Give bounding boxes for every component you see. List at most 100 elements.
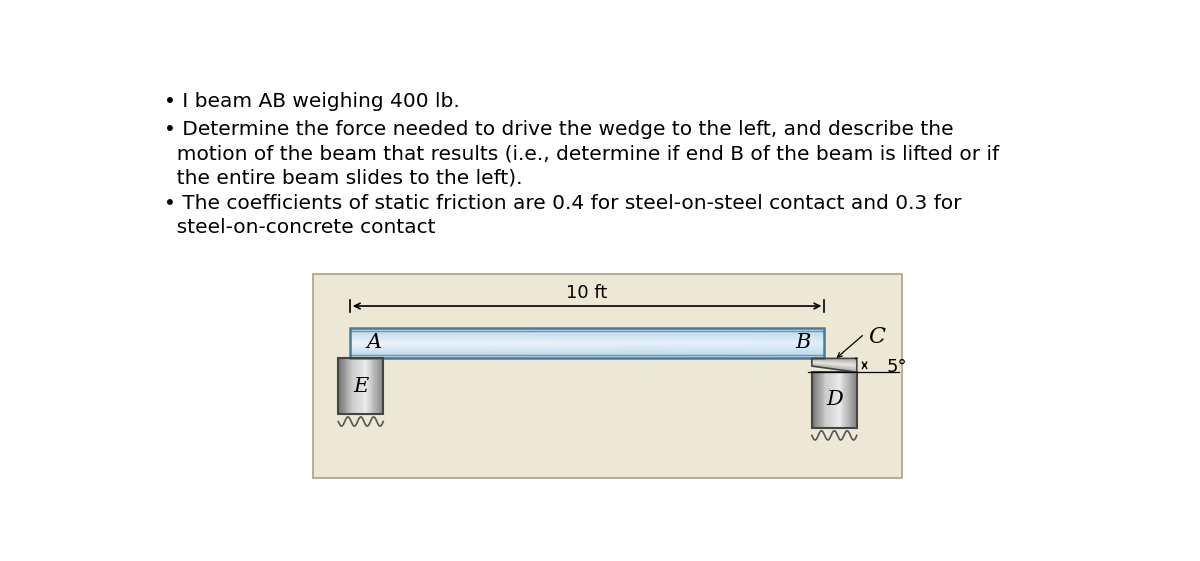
Bar <box>761 328 769 358</box>
Bar <box>690 328 697 358</box>
Text: 5°: 5° <box>887 358 907 376</box>
Bar <box>721 328 730 358</box>
Polygon shape <box>812 359 857 360</box>
Text: the entire beam slides to the left).: the entire beam slides to the left). <box>164 169 522 188</box>
Bar <box>619 328 626 358</box>
Bar <box>358 328 366 358</box>
Polygon shape <box>812 366 857 372</box>
Bar <box>745 328 754 358</box>
Bar <box>390 328 397 358</box>
Polygon shape <box>812 365 857 371</box>
Polygon shape <box>812 360 857 361</box>
Polygon shape <box>812 365 857 370</box>
Bar <box>397 328 406 358</box>
Bar <box>697 328 706 358</box>
Bar <box>674 328 682 358</box>
Bar <box>437 328 445 358</box>
Bar <box>642 328 650 358</box>
Bar <box>468 328 476 358</box>
Text: D: D <box>826 390 842 410</box>
Bar <box>382 328 390 358</box>
Bar <box>430 328 437 358</box>
Text: E: E <box>353 376 368 396</box>
Polygon shape <box>812 361 857 364</box>
Bar <box>476 328 485 358</box>
Bar <box>659 328 666 358</box>
Polygon shape <box>812 363 857 367</box>
Polygon shape <box>812 364 857 369</box>
Polygon shape <box>812 362 857 366</box>
Polygon shape <box>812 359 857 360</box>
Polygon shape <box>812 361 857 362</box>
Polygon shape <box>812 361 857 363</box>
Polygon shape <box>812 362 857 366</box>
Polygon shape <box>812 365 857 370</box>
Bar <box>421 328 430 358</box>
Bar <box>547 328 556 358</box>
Polygon shape <box>812 366 857 371</box>
Bar <box>816 328 824 358</box>
Polygon shape <box>812 360 857 361</box>
Bar <box>461 328 468 358</box>
Bar <box>500 328 508 358</box>
Bar <box>540 328 547 358</box>
Bar <box>602 328 611 358</box>
Polygon shape <box>812 361 857 363</box>
Bar <box>350 328 358 358</box>
Bar <box>350 328 824 358</box>
Bar <box>714 328 721 358</box>
Bar <box>776 328 785 358</box>
Polygon shape <box>812 360 857 362</box>
Text: motion of the beam that results (i.e., determine if end B of the beam is lifted : motion of the beam that results (i.e., d… <box>164 144 1000 163</box>
Text: steel-on-concrete contact: steel-on-concrete contact <box>164 218 436 237</box>
Bar <box>809 328 816 358</box>
Bar <box>650 328 659 358</box>
Text: • The coefficients of static friction are 0.4 for steel-on-steel contact and 0.3: • The coefficients of static friction ar… <box>164 194 961 213</box>
Bar <box>730 328 737 358</box>
Bar <box>373 328 382 358</box>
Bar <box>406 328 413 358</box>
Bar <box>785 328 793 358</box>
Bar <box>793 328 800 358</box>
Polygon shape <box>812 365 857 370</box>
Polygon shape <box>812 362 857 366</box>
Polygon shape <box>812 364 857 368</box>
Bar <box>492 328 500 358</box>
Text: 10 ft: 10 ft <box>566 284 607 302</box>
Polygon shape <box>812 363 857 367</box>
Polygon shape <box>812 362 857 365</box>
Polygon shape <box>812 364 857 368</box>
Polygon shape <box>812 361 857 364</box>
Polygon shape <box>812 359 857 360</box>
Bar <box>508 328 516 358</box>
Bar <box>413 328 421 358</box>
Polygon shape <box>812 360 857 361</box>
Polygon shape <box>812 364 857 369</box>
Text: • Determine the force needed to drive the wedge to the left, and describe the: • Determine the force needed to drive th… <box>164 119 954 139</box>
Bar <box>635 328 642 358</box>
Text: B: B <box>794 333 810 352</box>
Bar <box>754 328 761 358</box>
Bar <box>338 358 383 414</box>
Bar <box>445 328 452 358</box>
Bar <box>626 328 635 358</box>
Polygon shape <box>812 362 857 365</box>
Text: C: C <box>868 326 884 348</box>
Bar <box>563 328 571 358</box>
Text: A: A <box>367 333 382 352</box>
Bar <box>516 328 524 358</box>
Bar <box>800 328 809 358</box>
Bar <box>706 328 714 358</box>
Bar <box>556 328 563 358</box>
Bar <box>666 328 674 358</box>
Bar <box>769 328 776 358</box>
Polygon shape <box>812 364 857 370</box>
Bar <box>587 328 595 358</box>
Polygon shape <box>812 360 857 361</box>
Bar <box>580 328 587 358</box>
Bar <box>812 373 857 427</box>
Polygon shape <box>812 364 857 369</box>
Bar <box>366 328 373 358</box>
Polygon shape <box>812 360 857 362</box>
Bar <box>611 328 619 358</box>
